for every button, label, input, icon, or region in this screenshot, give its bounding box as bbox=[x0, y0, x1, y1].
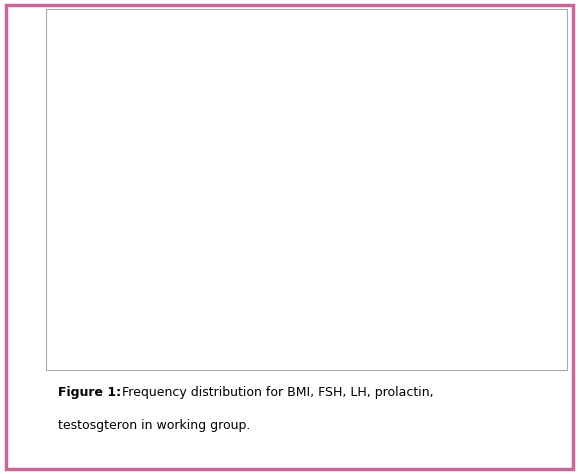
Polygon shape bbox=[307, 130, 526, 196]
Polygon shape bbox=[307, 182, 524, 254]
Text: LH: LH bbox=[484, 164, 505, 179]
Polygon shape bbox=[109, 74, 307, 182]
Polygon shape bbox=[88, 137, 524, 291]
Text: Frequency distribution for BMI, FSH, LH, prolactin,: Frequency distribution for BMI, FSH, LH,… bbox=[118, 386, 434, 399]
Text: testosgteron in working group.: testosgteron in working group. bbox=[58, 419, 250, 432]
Polygon shape bbox=[307, 74, 499, 182]
Polygon shape bbox=[88, 183, 524, 348]
Text: FSH: FSH bbox=[367, 78, 398, 92]
Polygon shape bbox=[307, 182, 524, 254]
Polygon shape bbox=[524, 182, 526, 254]
Text: Figure 1:: Figure 1: bbox=[58, 386, 121, 399]
Text: TESTOSTERON: TESTOSTERON bbox=[146, 92, 259, 107]
Text: PROLACTINA: PROLACTINA bbox=[142, 229, 242, 244]
Text: Working group: Working group bbox=[277, 146, 379, 161]
